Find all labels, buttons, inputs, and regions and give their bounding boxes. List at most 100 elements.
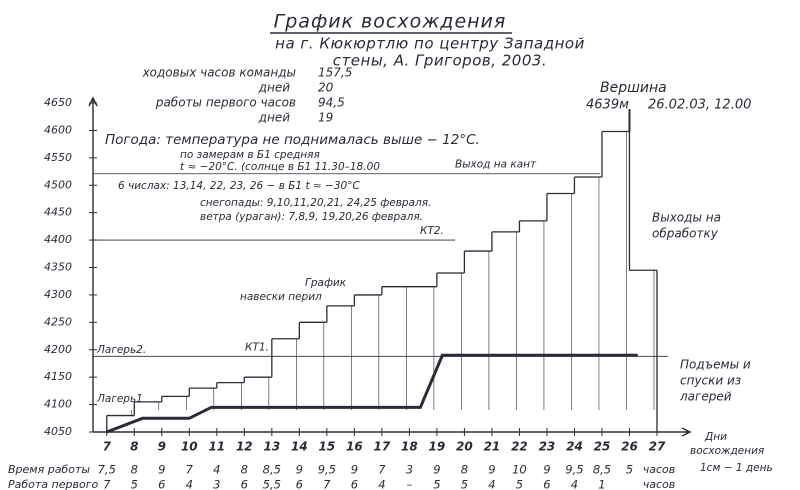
annotation: Лагерь1 [96, 393, 143, 405]
x-tick-label: 26 [621, 440, 638, 454]
chart-title: График восхождения [274, 11, 507, 33]
y-tick-label: 4100 [44, 398, 72, 411]
x-tick-label: 16 [346, 440, 363, 454]
x-tick-label: 21 [484, 440, 501, 454]
weather-note: t ≈ −20°С. (солнце в Б1 11.30–18.00 [180, 161, 380, 173]
x-tick-label: 13 [263, 440, 280, 454]
x-tick-label: 20 [456, 440, 473, 454]
row-value: 9 [488, 463, 495, 477]
row-value: 6 [543, 478, 550, 490]
row-value: 9,5 [565, 463, 583, 477]
stat-value: 20 [318, 81, 334, 95]
y-tick-label: 4450 [44, 206, 72, 219]
row-value: 3 [406, 463, 413, 477]
x-tick-label: 19 [429, 440, 446, 454]
x-tick-label: 14 [291, 440, 308, 454]
row-value: 7 [103, 478, 111, 490]
y-tick-label: 4200 [44, 343, 72, 356]
row-value: 8 [461, 463, 468, 477]
row-value: 8 [131, 463, 138, 477]
row-value: 1 [598, 478, 605, 490]
x-tick-label: 9 [158, 440, 166, 454]
annotation: навески перил [240, 291, 322, 303]
row-value: 9 [543, 463, 550, 477]
weather-note: снегопады: 9,10,11,20,21, 24,25 февраля. [200, 197, 431, 209]
weather-note: по замерам в Б1 средняя [180, 149, 320, 161]
x-tick-label: 25 [594, 440, 611, 454]
x-tick-label: 10 [181, 440, 198, 454]
subtitle: стены, А. Григоров, 2003. [333, 52, 547, 70]
annotation: 1см − 1 день [700, 462, 773, 474]
subtitle: на г. Кюкюртлю по центру Западной [275, 35, 585, 53]
axes [88, 96, 692, 437]
row-unit: часов [643, 463, 676, 476]
annotation: График [305, 277, 347, 289]
row-unit: часов [643, 478, 676, 490]
x-tick-label: 27 [649, 440, 666, 454]
x-tick-label: 15 [318, 440, 335, 454]
annotation: Дни [704, 431, 727, 443]
stat-value: 19 [318, 111, 333, 125]
row-value: 5 [131, 478, 138, 490]
weather-note: Погода: температура не поднималась выше … [105, 132, 480, 148]
row-value: 5,5 [263, 478, 281, 490]
row-value: 8,5 [263, 463, 281, 477]
annotation: Вершина [600, 80, 667, 96]
row-value: 5 [433, 478, 440, 490]
row-label: Работа первого [8, 478, 98, 490]
row-value: 4 [186, 478, 193, 490]
x-tick-label: 23 [539, 440, 556, 454]
row-value: 6 [351, 478, 358, 490]
row-value: 5 [626, 463, 633, 477]
reference-label: КТ2. [420, 225, 444, 237]
y-tick-label: 4500 [44, 178, 72, 191]
x-tick-label: 12 [236, 440, 253, 454]
row-value: 4 [488, 478, 495, 490]
y-tick-label: 4550 [44, 151, 72, 164]
y-tick-label: 4250 [44, 315, 72, 328]
row-value: 9,5 [318, 463, 336, 477]
row-value: 8,5 [593, 463, 611, 477]
annotation: восхождения [690, 445, 764, 457]
row-value: 5 [461, 478, 468, 490]
row-value: 7 [378, 463, 386, 477]
row-value: 4 [571, 478, 578, 490]
x-tick-label: 18 [401, 440, 418, 454]
weather-note: ветра (ураган): 7,8,9, 19,20,26 февраля. [200, 211, 423, 223]
row-label: Время работы [8, 463, 90, 476]
y-tick-label: 4350 [44, 261, 72, 274]
reference-label: КТ1. [245, 341, 269, 353]
x-tick-label: 8 [130, 440, 138, 454]
stat-label: ходовых часов команды [142, 66, 296, 80]
row-value: 9 [296, 463, 303, 477]
annotation: 4639м [586, 98, 629, 113]
row-value: 4 [213, 463, 220, 477]
stat-value: 157,5 [318, 66, 352, 80]
y-tick-label: 4300 [44, 288, 72, 301]
x-tick-label: 17 [374, 440, 391, 454]
camp-line [106, 353, 638, 434]
y-tick-label: 4600 [44, 123, 72, 136]
stat-label: дней [258, 111, 291, 125]
stat-value: 94,5 [318, 96, 345, 110]
row-value: 7,5 [98, 463, 116, 477]
annotation: Лагерь2. [96, 344, 146, 356]
row-value: 4 [378, 478, 385, 490]
row-value: 8 [241, 463, 248, 477]
row-value: – [407, 478, 413, 490]
y-tick-label: 4150 [44, 370, 72, 383]
annotation: обработку [652, 227, 719, 241]
row-value: 9 [158, 463, 165, 477]
row-value: 7 [186, 463, 194, 477]
y-tick-label: 4400 [44, 233, 72, 246]
row-value: 6 [296, 478, 303, 490]
annotation: 26.02.03, 12.00 [648, 98, 751, 113]
row-value: 9 [433, 463, 440, 477]
row-value: 9 [351, 463, 358, 477]
reference-label: Выход на кант [455, 159, 537, 171]
row-value: 7 [323, 478, 331, 490]
annotation: Подъемы и [680, 358, 751, 372]
row-value: 10 [512, 463, 527, 477]
stat-label: работы первого часов [155, 96, 296, 110]
stat-label: дней [258, 81, 291, 95]
